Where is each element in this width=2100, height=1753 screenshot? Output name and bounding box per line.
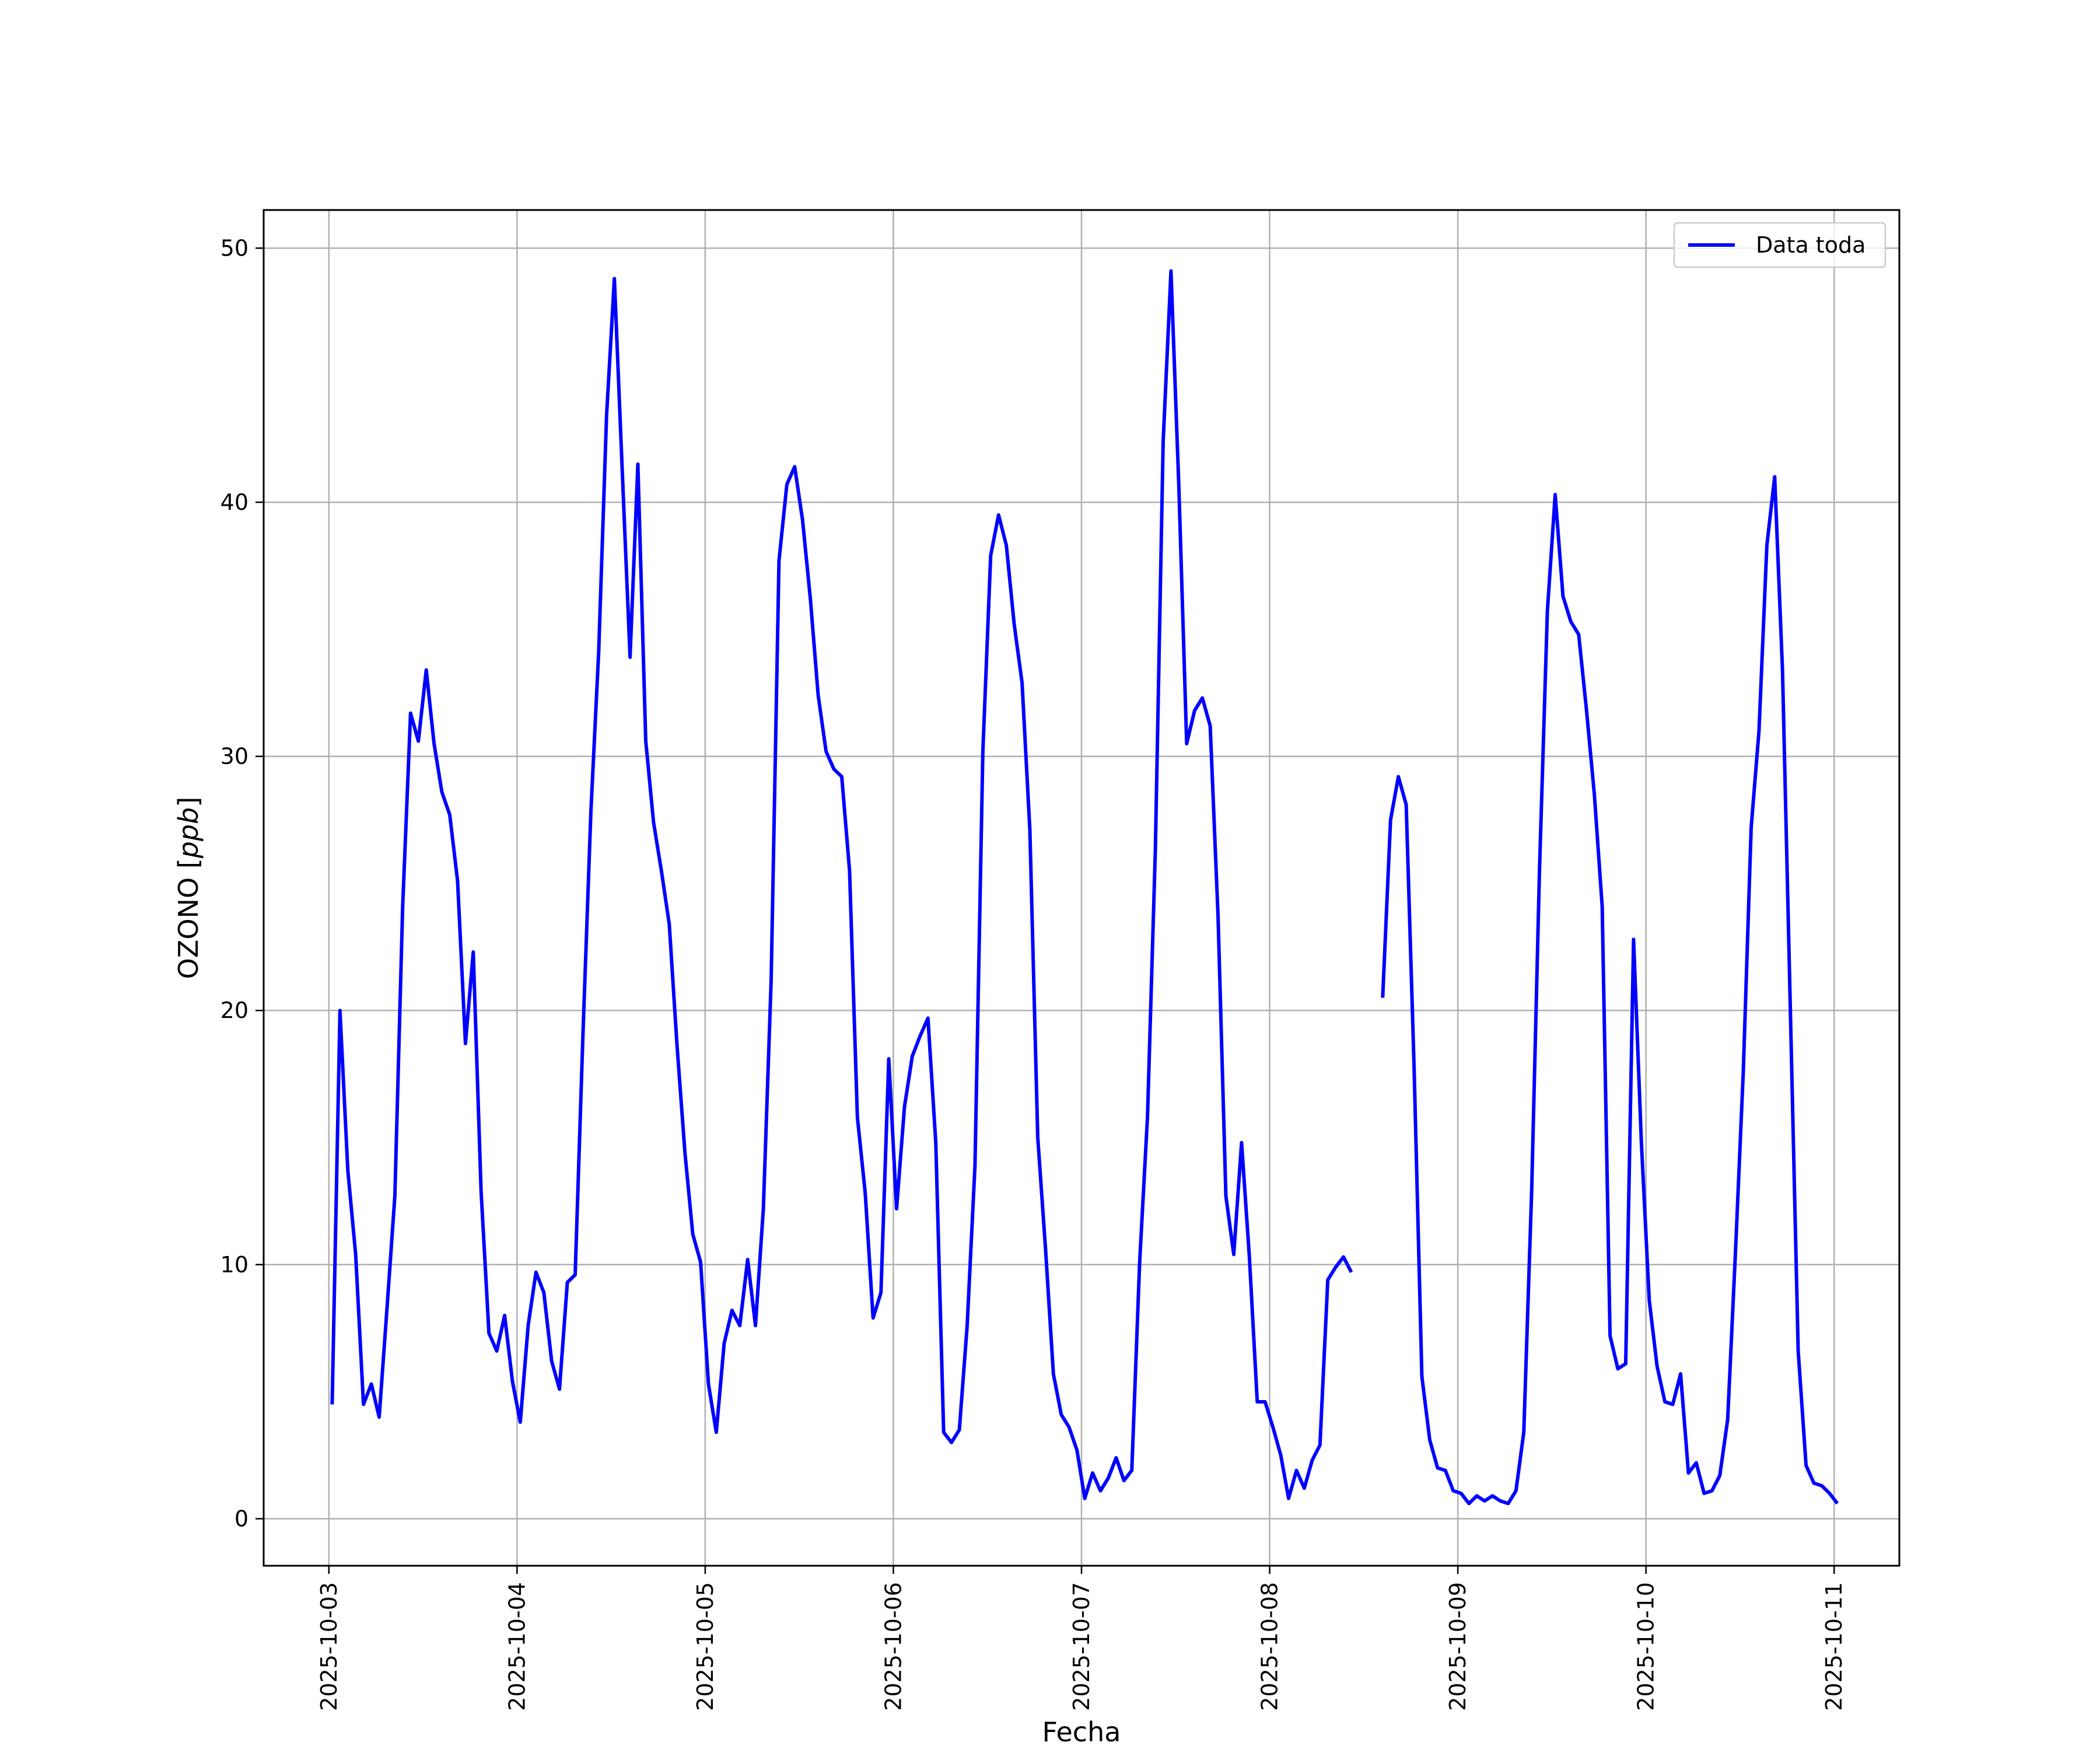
axis-ticks: 2025-10-03 2025-10-04 2025-10-05 2025-10-06… — [220, 235, 1847, 1711]
y-axis-title-unit: ppb — [173, 807, 204, 859]
legend-label: Data toda — [1756, 232, 1866, 258]
y-tick-label: 10 — [220, 1252, 249, 1278]
y-axis-title: OZONO [ppb] — [173, 797, 204, 979]
x-axis-title: Fecha — [1042, 1716, 1121, 1748]
x-tick-label: 2025-10-07 — [1069, 1582, 1094, 1711]
legend: Data toda — [1673, 222, 1887, 268]
y-tick-label: 50 — [220, 235, 249, 261]
x-tick-label: 2025-10-04 — [504, 1582, 530, 1711]
series-lines — [330, 269, 1839, 1506]
y-axis-title-suffix: ] — [173, 797, 204, 807]
x-tick-label: 2025-10-09 — [1445, 1582, 1471, 1711]
y-axis-title-prefix: OZONO [ — [173, 858, 204, 979]
y-tick-label: 40 — [220, 489, 249, 515]
x-tick-label: 2025-10-11 — [1821, 1582, 1847, 1711]
x-tick-label: 2025-10-03 — [316, 1582, 342, 1711]
x-tick-label: 2025-10-06 — [880, 1582, 906, 1711]
legend-box — [1673, 222, 1887, 268]
y-tick-label: 30 — [220, 744, 249, 769]
x-tick-label: 2025-10-05 — [692, 1582, 718, 1711]
series-line-segment — [1381, 475, 1839, 1506]
axis-labels: Fecha OZONO [ppb] — [173, 797, 1121, 1748]
y-tick-label: 0 — [235, 1506, 249, 1531]
series-line-segment — [330, 269, 1353, 1500]
y-tick-label: 20 — [220, 998, 249, 1023]
x-tick-label: 2025-10-10 — [1633, 1582, 1659, 1711]
x-tick-label: 2025-10-08 — [1257, 1582, 1283, 1711]
